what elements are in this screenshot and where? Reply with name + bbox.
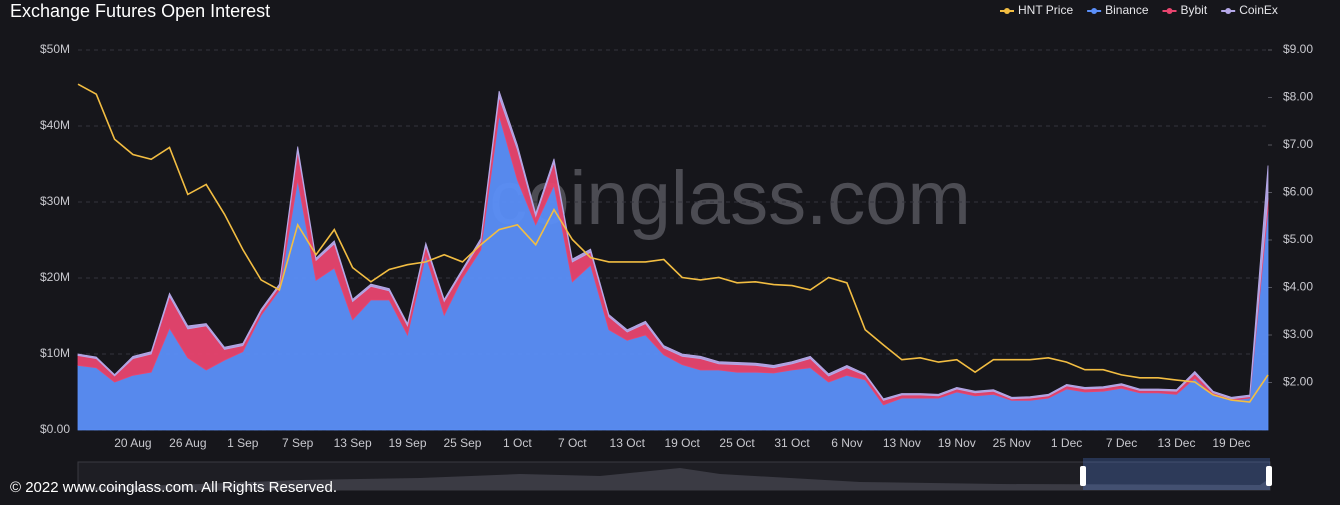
y2-tick-label: $5.00 [1283, 232, 1313, 246]
navigator-window[interactable] [1083, 458, 1270, 490]
line [77, 83, 1269, 403]
legend-item[interactable]: Bybit [1162, 3, 1208, 17]
legend-item[interactable]: CoinEx [1221, 3, 1278, 17]
x-tick-label: 31 Oct [774, 436, 810, 450]
navigator-silhouette [78, 468, 1270, 490]
x-tick-label: 13 Oct [610, 436, 646, 450]
x-tick-label: 1 Sep [227, 436, 259, 450]
x-tick-label: 19 Oct [664, 436, 700, 450]
y2-tick-label: $6.00 [1283, 185, 1313, 199]
x-tick-label: 13 Dec [1157, 436, 1195, 450]
x-tick-label: 25 Oct [719, 436, 755, 450]
x-tick-label: 25 Nov [993, 436, 1031, 450]
x-tick-label: 7 Dec [1106, 436, 1137, 450]
x-tick-label: 1 Dec [1051, 436, 1082, 450]
y2-tick-label: $8.00 [1283, 90, 1313, 104]
watermark: coinglass.com [489, 156, 971, 241]
navigator-handle[interactable] [1080, 466, 1086, 486]
navigator [77, 458, 1272, 491]
y2-tick-label: $3.00 [1283, 327, 1313, 341]
footer: © 2022 www.coinglass.com. All Rights Res… [10, 479, 337, 496]
y2-tick-label: $4.00 [1283, 280, 1313, 294]
y-tick-label: $40M [40, 118, 70, 132]
x-tick-label: 7 Oct [558, 436, 587, 450]
legend-label: HNT Price [1018, 3, 1073, 17]
chart-title: Exchange Futures Open Interest [10, 1, 270, 21]
legend-label: Bybit [1181, 3, 1208, 17]
legend-item[interactable]: HNT Price [1000, 3, 1073, 17]
y-tick-label: $20M [40, 270, 70, 284]
x-tick-label: 26 Aug [169, 436, 206, 450]
x-tick-label: 13 Nov [883, 436, 921, 450]
y2-tick-label: $9.00 [1283, 42, 1313, 56]
legend-item[interactable]: Binance [1087, 3, 1149, 17]
legend-label: Binance [1105, 3, 1149, 17]
y-tick-label: $10M [40, 346, 70, 360]
y2-tick-label: $2.00 [1283, 375, 1313, 389]
x-tick-label: 6 Nov [831, 436, 862, 450]
legend-swatch [1004, 8, 1010, 14]
legend-label: CoinEx [1239, 3, 1278, 17]
x-tick-label: 7 Sep [282, 436, 314, 450]
legend-swatch [1166, 8, 1173, 14]
y-tick-label: $0.00 [40, 422, 70, 436]
y-tick-label: $30M [40, 194, 70, 208]
legend-swatch [1091, 8, 1098, 14]
navigator-handle[interactable] [1266, 466, 1272, 486]
x-tick-label: 13 Sep [334, 436, 372, 450]
y2-tick-label: $7.00 [1283, 137, 1313, 151]
x-tick-label: 19 Sep [389, 436, 427, 450]
x-tick-label: 25 Sep [443, 436, 481, 450]
y-tick-label: $50M [40, 42, 70, 56]
legend-swatch [1225, 8, 1232, 14]
x-tick-label: 19 Nov [938, 436, 976, 450]
x-tick-label: 1 Oct [503, 436, 532, 450]
x-tick-label: 20 Aug [114, 436, 151, 450]
x-tick-label: 19 Dec [1212, 436, 1250, 450]
area [77, 90, 1269, 401]
